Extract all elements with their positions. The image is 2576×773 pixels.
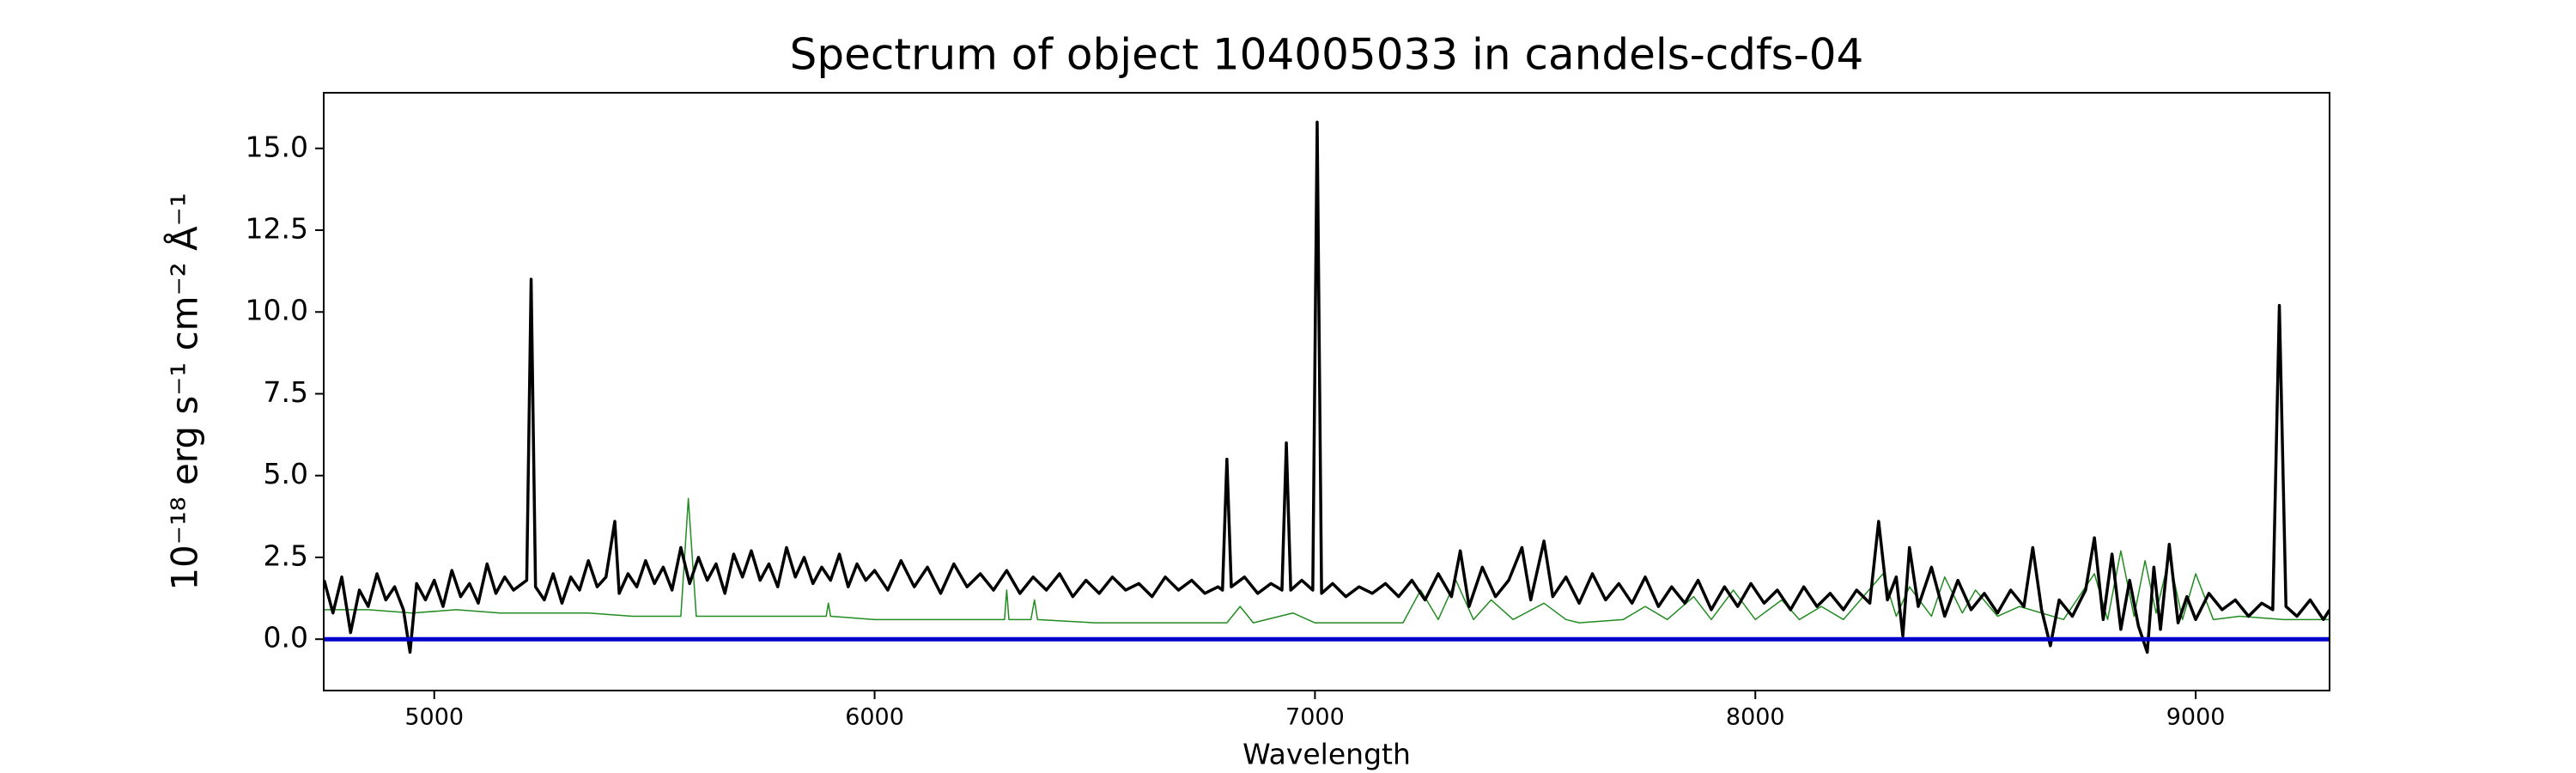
y-axis-label: 10⁻¹⁸ erg s⁻¹ cm⁻² Å⁻¹ xyxy=(163,192,206,590)
y-tick-label: 15.0 xyxy=(246,130,308,163)
x-tick-label: 9000 xyxy=(2166,704,2226,731)
chart-title: Spectrum of object 104005033 in candels-… xyxy=(790,30,1864,80)
spectrum-line xyxy=(324,497,2330,624)
y-tick-label: 5.0 xyxy=(264,457,308,490)
y-tick-label: 7.5 xyxy=(264,375,308,409)
y-tick-label: 2.5 xyxy=(264,539,308,572)
x-axis-label: Wavelength xyxy=(1242,738,1411,771)
x-tick-label: 5000 xyxy=(404,704,464,731)
plot-frame xyxy=(323,92,2330,691)
x-tick-label: 6000 xyxy=(845,704,904,731)
x-tick-label: 7000 xyxy=(1285,704,1345,731)
spectrum-line xyxy=(324,120,2330,654)
x-tick-label: 8000 xyxy=(1726,704,1785,731)
y-tick-label: 10.0 xyxy=(246,294,308,327)
y-tick-label: 12.5 xyxy=(246,212,308,246)
y-tick-label: 0.0 xyxy=(264,621,308,654)
